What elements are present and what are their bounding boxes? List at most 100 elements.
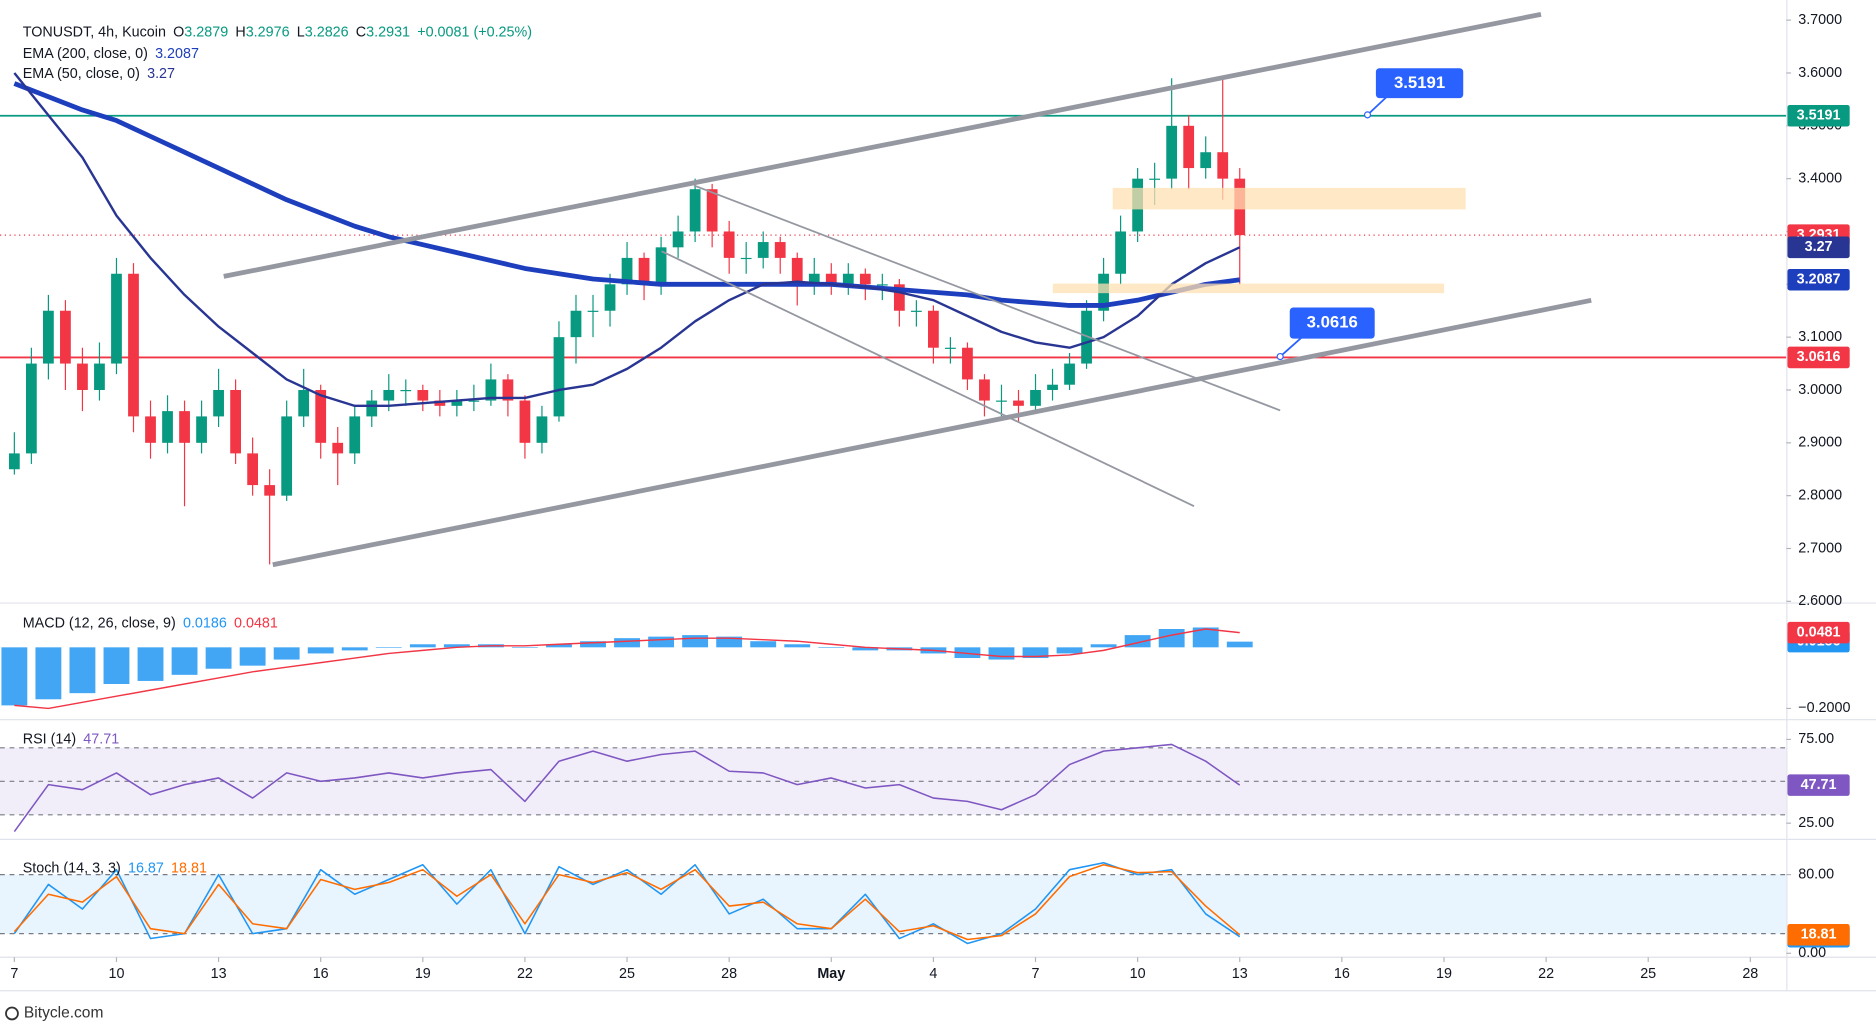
ohlc-value: 3.2826 — [305, 24, 349, 40]
candle-body — [111, 273, 122, 364]
y-tick-label: 75.00 — [1798, 731, 1834, 747]
candle-body — [910, 310, 922, 312]
y-tick-label: 3.1000 — [1798, 329, 1842, 345]
candle-body — [366, 400, 378, 417]
x-tick-label: 10 — [108, 966, 124, 982]
candle-body — [928, 310, 939, 348]
candle-body — [145, 416, 156, 443]
ema-legend: EMA (200, close, 0) 3.2087 — [23, 46, 199, 62]
histogram-bar — [375, 647, 402, 648]
candle-body — [621, 257, 633, 285]
y-tick-label: 3.0000 — [1798, 382, 1842, 398]
ohlc-label: L — [297, 24, 305, 40]
candle-body — [604, 284, 616, 311]
channel-upper — [223, 12, 1542, 279]
legend-name: EMA (200, close, 0) — [23, 46, 148, 62]
histogram-bar — [239, 647, 266, 666]
histogram-bar — [580, 641, 606, 648]
x-tick-label: 7 — [1032, 966, 1040, 982]
candle-body — [1166, 125, 1178, 179]
x-tick-label: 13 — [211, 966, 227, 982]
band-fill — [0, 874, 1787, 934]
candle-body — [247, 453, 259, 486]
histogram-bar — [988, 647, 1015, 660]
y-tick-label: 2.9000 — [1798, 435, 1842, 451]
series-line — [13, 72, 1241, 408]
candle-body — [1013, 400, 1024, 406]
candle-body — [349, 416, 361, 454]
pane-title: MACD (12, 26, close, 9) — [23, 615, 176, 631]
candle-body — [281, 416, 293, 496]
candle-body — [502, 379, 514, 401]
x-tick-label: 7 — [10, 966, 18, 982]
candle-body — [689, 189, 701, 232]
histogram-bar — [1158, 628, 1185, 648]
candle-body — [570, 310, 582, 338]
candle-body — [1149, 178, 1161, 180]
x-tick-label: 25 — [1640, 966, 1656, 982]
y-tick-label: 3.4000 — [1798, 170, 1842, 186]
histogram-bar — [171, 647, 198, 675]
histogram-bar — [750, 641, 777, 648]
legend-value: 47.71 — [83, 731, 119, 747]
legend-value: 18.81 — [171, 860, 207, 876]
candle-body — [740, 257, 752, 260]
x-tick-label: 4 — [929, 966, 937, 982]
pane — [0, 862, 1787, 945]
callout-anchor — [1363, 111, 1372, 119]
histogram-bar — [546, 644, 572, 648]
candle-body — [672, 231, 684, 248]
candle-body — [638, 257, 650, 285]
pane — [0, 743, 1787, 832]
price-badge-label: 3.2087 — [1797, 272, 1841, 288]
ohlc-label: O — [173, 24, 184, 40]
histogram-bar — [205, 647, 232, 669]
candle-body — [791, 257, 803, 285]
candle-body — [723, 231, 735, 258]
histogram-bar — [1226, 641, 1253, 648]
x-tick-label: 16 — [1334, 966, 1350, 982]
ohlc-value: 3.2879 — [184, 24, 228, 40]
x-tick-label: 10 — [1130, 966, 1146, 982]
pane — [1, 627, 1253, 710]
x-tick-label: 28 — [1742, 966, 1758, 982]
candle-body — [434, 400, 446, 406]
candle-body — [1030, 389, 1041, 406]
candle-body — [1047, 384, 1058, 390]
candle-body — [383, 389, 395, 401]
falling-channel-upper — [693, 184, 1281, 412]
candle-body — [996, 400, 1007, 402]
candle-body — [451, 400, 463, 406]
candle-body — [230, 389, 241, 454]
candle-body — [945, 347, 956, 349]
callout-pointer — [1279, 336, 1303, 358]
price-badge-label: 0.0481 — [1797, 624, 1841, 640]
symbol: TONUSDT, 4h, Kucoin — [23, 24, 166, 40]
candle-body — [332, 442, 344, 454]
series-line — [13, 81, 1241, 308]
callout-box — [1289, 307, 1375, 339]
x-tick-label: 25 — [619, 966, 635, 982]
histogram-bar — [614, 638, 640, 648]
candle-body — [1081, 310, 1092, 364]
rsi-legend: RSI (14) 47.71 — [23, 731, 119, 747]
candle-body — [1183, 125, 1195, 169]
y-tick-label: −0.2000 — [1798, 700, 1850, 716]
candle-body — [1115, 231, 1126, 274]
price-badge — [1787, 236, 1850, 259]
series-line — [14, 628, 1240, 710]
price-badge — [1787, 924, 1850, 946]
histogram-bar — [409, 644, 436, 648]
candle-body — [706, 189, 718, 232]
price-badge — [1787, 774, 1850, 796]
candle-body — [213, 389, 224, 417]
ema-legend: EMA (50, close, 0) 3.27 — [23, 66, 175, 82]
candle-body — [25, 363, 37, 454]
candle-body — [8, 453, 20, 470]
candle-body — [468, 400, 480, 402]
candle-body — [315, 389, 327, 443]
candle-body — [825, 273, 837, 285]
x-tick-label: 19 — [1436, 966, 1452, 982]
legend-value: 0.0186 — [183, 615, 227, 631]
legend-name: EMA (50, close, 0) — [23, 66, 140, 82]
